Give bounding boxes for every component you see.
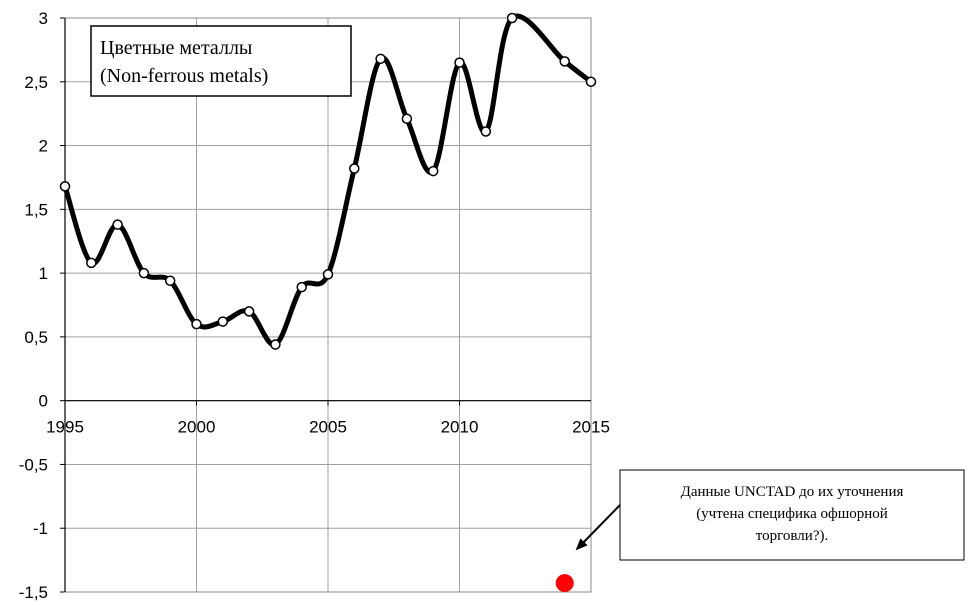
axes bbox=[60, 17, 592, 593]
annotation-line-1: Данные UNCTAD до их уточнения bbox=[681, 484, 904, 500]
data-point bbox=[112, 219, 123, 230]
highlight-point bbox=[555, 574, 574, 593]
data-point bbox=[296, 281, 307, 293]
data-point bbox=[559, 56, 570, 67]
x-tick-label: 2005 bbox=[309, 418, 347, 437]
tick-labels: 3 2,5 2 1,5 1 0,5 0 -0,5 -1 -1,5 1995 2000 2005 2010 2… bbox=[19, 9, 610, 602]
y-tick-label: 1,5 bbox=[24, 200, 48, 219]
grid bbox=[64, 17, 592, 593]
data-point bbox=[243, 306, 255, 317]
y-tick-label: 0 bbox=[39, 392, 48, 411]
data-point bbox=[191, 318, 202, 330]
title-box: Цветные металлы (Non-ferrous metals) bbox=[90, 25, 352, 97]
x-tick-label: 1995 bbox=[46, 418, 84, 437]
x-tick-label: 2000 bbox=[178, 418, 216, 437]
y-tick-label: 3 bbox=[39, 9, 48, 28]
y-tick-label: -1 bbox=[33, 519, 48, 538]
y-tick-label: 1 bbox=[39, 264, 48, 283]
data-point bbox=[427, 165, 439, 177]
y-tick-label: 2,5 bbox=[24, 73, 48, 92]
data-point bbox=[270, 339, 281, 350]
x-tick-label: 2015 bbox=[572, 418, 610, 437]
data-point bbox=[59, 181, 71, 192]
data-point bbox=[480, 126, 492, 137]
data-point bbox=[454, 57, 465, 68]
data-point bbox=[322, 269, 334, 280]
data-point bbox=[138, 267, 150, 279]
data-point bbox=[349, 163, 360, 174]
annotation-line-2: (учтена специфика офшорной bbox=[696, 506, 888, 522]
chart-title-line-1: Цветные металлы bbox=[100, 37, 252, 59]
annotation-box: Данные UNCTAD до их уточнения (учтена сп… bbox=[619, 469, 965, 561]
data-point bbox=[86, 257, 97, 269]
chart-title-line-2: (Non-ferrous metals) bbox=[100, 65, 268, 87]
annotation-line-3: торговли?). bbox=[756, 528, 828, 544]
x-tick-label: 2010 bbox=[441, 418, 479, 437]
y-tick-label: 2 bbox=[39, 137, 48, 156]
y-tick-label: -0,5 bbox=[19, 455, 48, 474]
y-tick-label: 0,5 bbox=[24, 328, 48, 347]
data-point bbox=[585, 76, 597, 88]
data-point bbox=[164, 275, 176, 287]
data-point bbox=[401, 113, 413, 125]
data-point bbox=[375, 53, 386, 65]
data-point bbox=[506, 12, 518, 24]
y-tick-label: -1,5 bbox=[19, 583, 48, 602]
series-layer bbox=[59, 12, 597, 593]
data-point bbox=[217, 316, 229, 327]
annotation-arrow bbox=[575, 504, 621, 551]
